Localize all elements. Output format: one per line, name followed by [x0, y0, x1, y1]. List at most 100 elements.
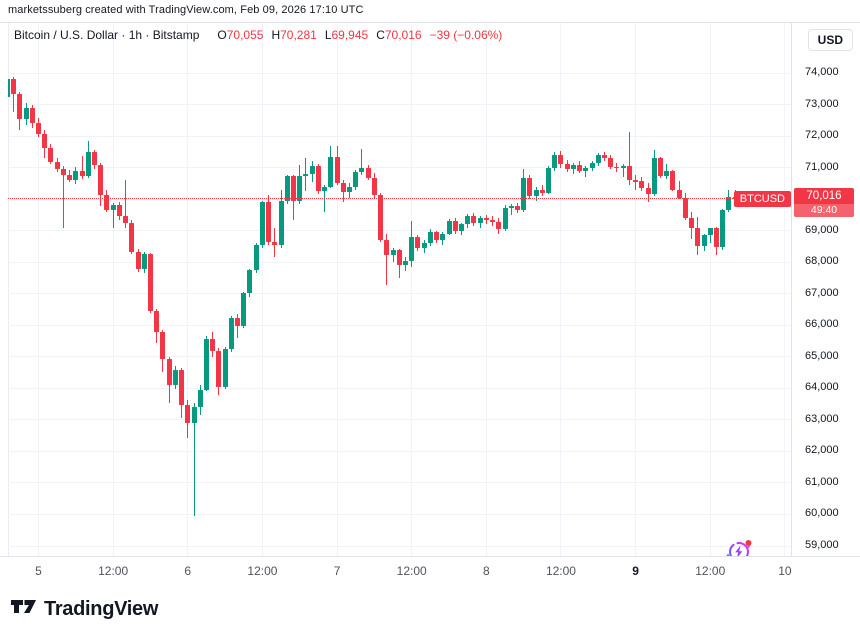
close-value: 70,016	[384, 28, 422, 42]
candle	[539, 189, 545, 193]
candle	[614, 166, 620, 169]
candle	[458, 224, 464, 231]
candle	[29, 107, 35, 123]
candle	[396, 249, 402, 266]
price-tick-label: 73,000	[805, 97, 839, 110]
candle	[11, 79, 17, 95]
candle	[222, 348, 228, 387]
time-axis[interactable]: 5 12:00 6 12:00 7 12:00 8 12:00 9 12:00 10	[0, 556, 860, 589]
price-axis[interactable]: 74,00073,00072,00071,00070,00069,00068,0…	[791, 23, 860, 556]
gridline-horizontal	[8, 545, 791, 547]
candle	[359, 167, 365, 172]
price-tick-label: 74,000	[805, 66, 839, 78]
candle	[720, 210, 726, 247]
gridline-horizontal	[8, 419, 791, 421]
candle	[353, 172, 359, 188]
candle	[303, 174, 309, 177]
candle	[172, 369, 178, 386]
candle	[570, 165, 576, 170]
candle	[179, 369, 185, 406]
candle	[147, 253, 153, 312]
candle	[278, 201, 284, 245]
brand-name[interactable]: TradingView	[44, 597, 159, 620]
candle	[514, 206, 520, 211]
candle	[309, 166, 315, 175]
gridline-horizontal	[8, 513, 791, 515]
candle	[508, 206, 514, 208]
candle	[689, 218, 695, 229]
candle	[440, 233, 446, 241]
pane-left-frame	[8, 23, 9, 556]
candle	[521, 177, 527, 211]
gridline-horizontal	[8, 167, 791, 169]
low-value: 69,945	[331, 28, 369, 42]
candle	[166, 359, 172, 386]
candle	[141, 253, 147, 269]
last-price-tag: 70,016 49:40	[794, 187, 854, 217]
candle	[608, 157, 614, 167]
change-value: −39 (−0.06%)	[429, 28, 503, 42]
time-axis-label: 12:00	[98, 564, 129, 578]
candle	[73, 171, 79, 180]
candle	[682, 197, 688, 219]
candle	[695, 228, 701, 247]
candle	[191, 407, 197, 424]
gridline-horizontal	[8, 293, 791, 295]
candle	[676, 189, 682, 198]
price-tick-label: 72,000	[805, 129, 839, 142]
candle	[160, 332, 166, 359]
price-tick-label: 61,000	[805, 475, 839, 488]
candle	[546, 167, 552, 193]
high-value: 70,281	[280, 28, 317, 42]
candle	[427, 232, 433, 244]
time-axis-label: 12:00	[545, 564, 576, 578]
flash-refresh-icon[interactable]	[722, 534, 756, 556]
candle	[23, 107, 29, 119]
gridline-horizontal	[8, 230, 791, 232]
candle	[347, 187, 352, 192]
candle	[247, 270, 253, 294]
chart-legend[interactable]: Bitcoin / U.S. Dollar · 1h · Bitstamp O 70…	[14, 28, 502, 42]
candle	[434, 232, 440, 241]
candle-wick	[709, 227, 711, 244]
gridline-vertical	[784, 23, 786, 556]
time-axis-label: 7	[333, 564, 341, 578]
gridline-vertical	[38, 23, 39, 556]
candle	[645, 188, 651, 195]
gridline-vertical	[336, 23, 338, 556]
high-label: H	[271, 28, 281, 42]
symbol-title: Bitcoin / U.S. Dollar · 1h · Bitstamp	[14, 28, 200, 42]
candle-wick	[125, 179, 127, 228]
currency-toggle-button[interactable]: USD	[807, 29, 853, 51]
price-tick-label: 62,000	[805, 444, 839, 457]
candle-wick	[13, 77, 15, 113]
candle	[216, 351, 222, 387]
attribution-text: marketssuberg created with TradingView.c…	[8, 4, 364, 16]
candle	[8, 79, 10, 97]
candle	[284, 176, 290, 202]
chart-pane[interactable]: BTCUSD Bitcoin / U.S. Dollar · 1h · Bits…	[8, 23, 791, 556]
candle	[135, 251, 141, 269]
candle	[477, 218, 483, 223]
open-label: O	[217, 28, 227, 42]
footer: TradingView	[10, 597, 158, 621]
candle	[340, 182, 346, 192]
price-tick-label: 71,000	[805, 160, 839, 173]
gridline-vertical	[709, 23, 711, 556]
candle	[402, 260, 408, 266]
candle	[79, 171, 85, 177]
candle	[185, 405, 191, 423]
gridline-horizontal	[8, 450, 791, 452]
candle	[465, 216, 471, 225]
gridline-horizontal	[8, 104, 791, 106]
gridline-horizontal	[8, 356, 791, 358]
gridline-horizontal	[8, 135, 791, 137]
candle	[365, 167, 371, 178]
tradingview-logo-icon[interactable]	[10, 597, 37, 621]
sparkle	[725, 553, 731, 556]
candle	[60, 169, 66, 175]
time-axis-label: 12:00	[396, 564, 427, 578]
candle-wick	[81, 156, 83, 179]
candle	[322, 186, 328, 192]
price-tick-label: 59,000	[805, 539, 839, 551]
